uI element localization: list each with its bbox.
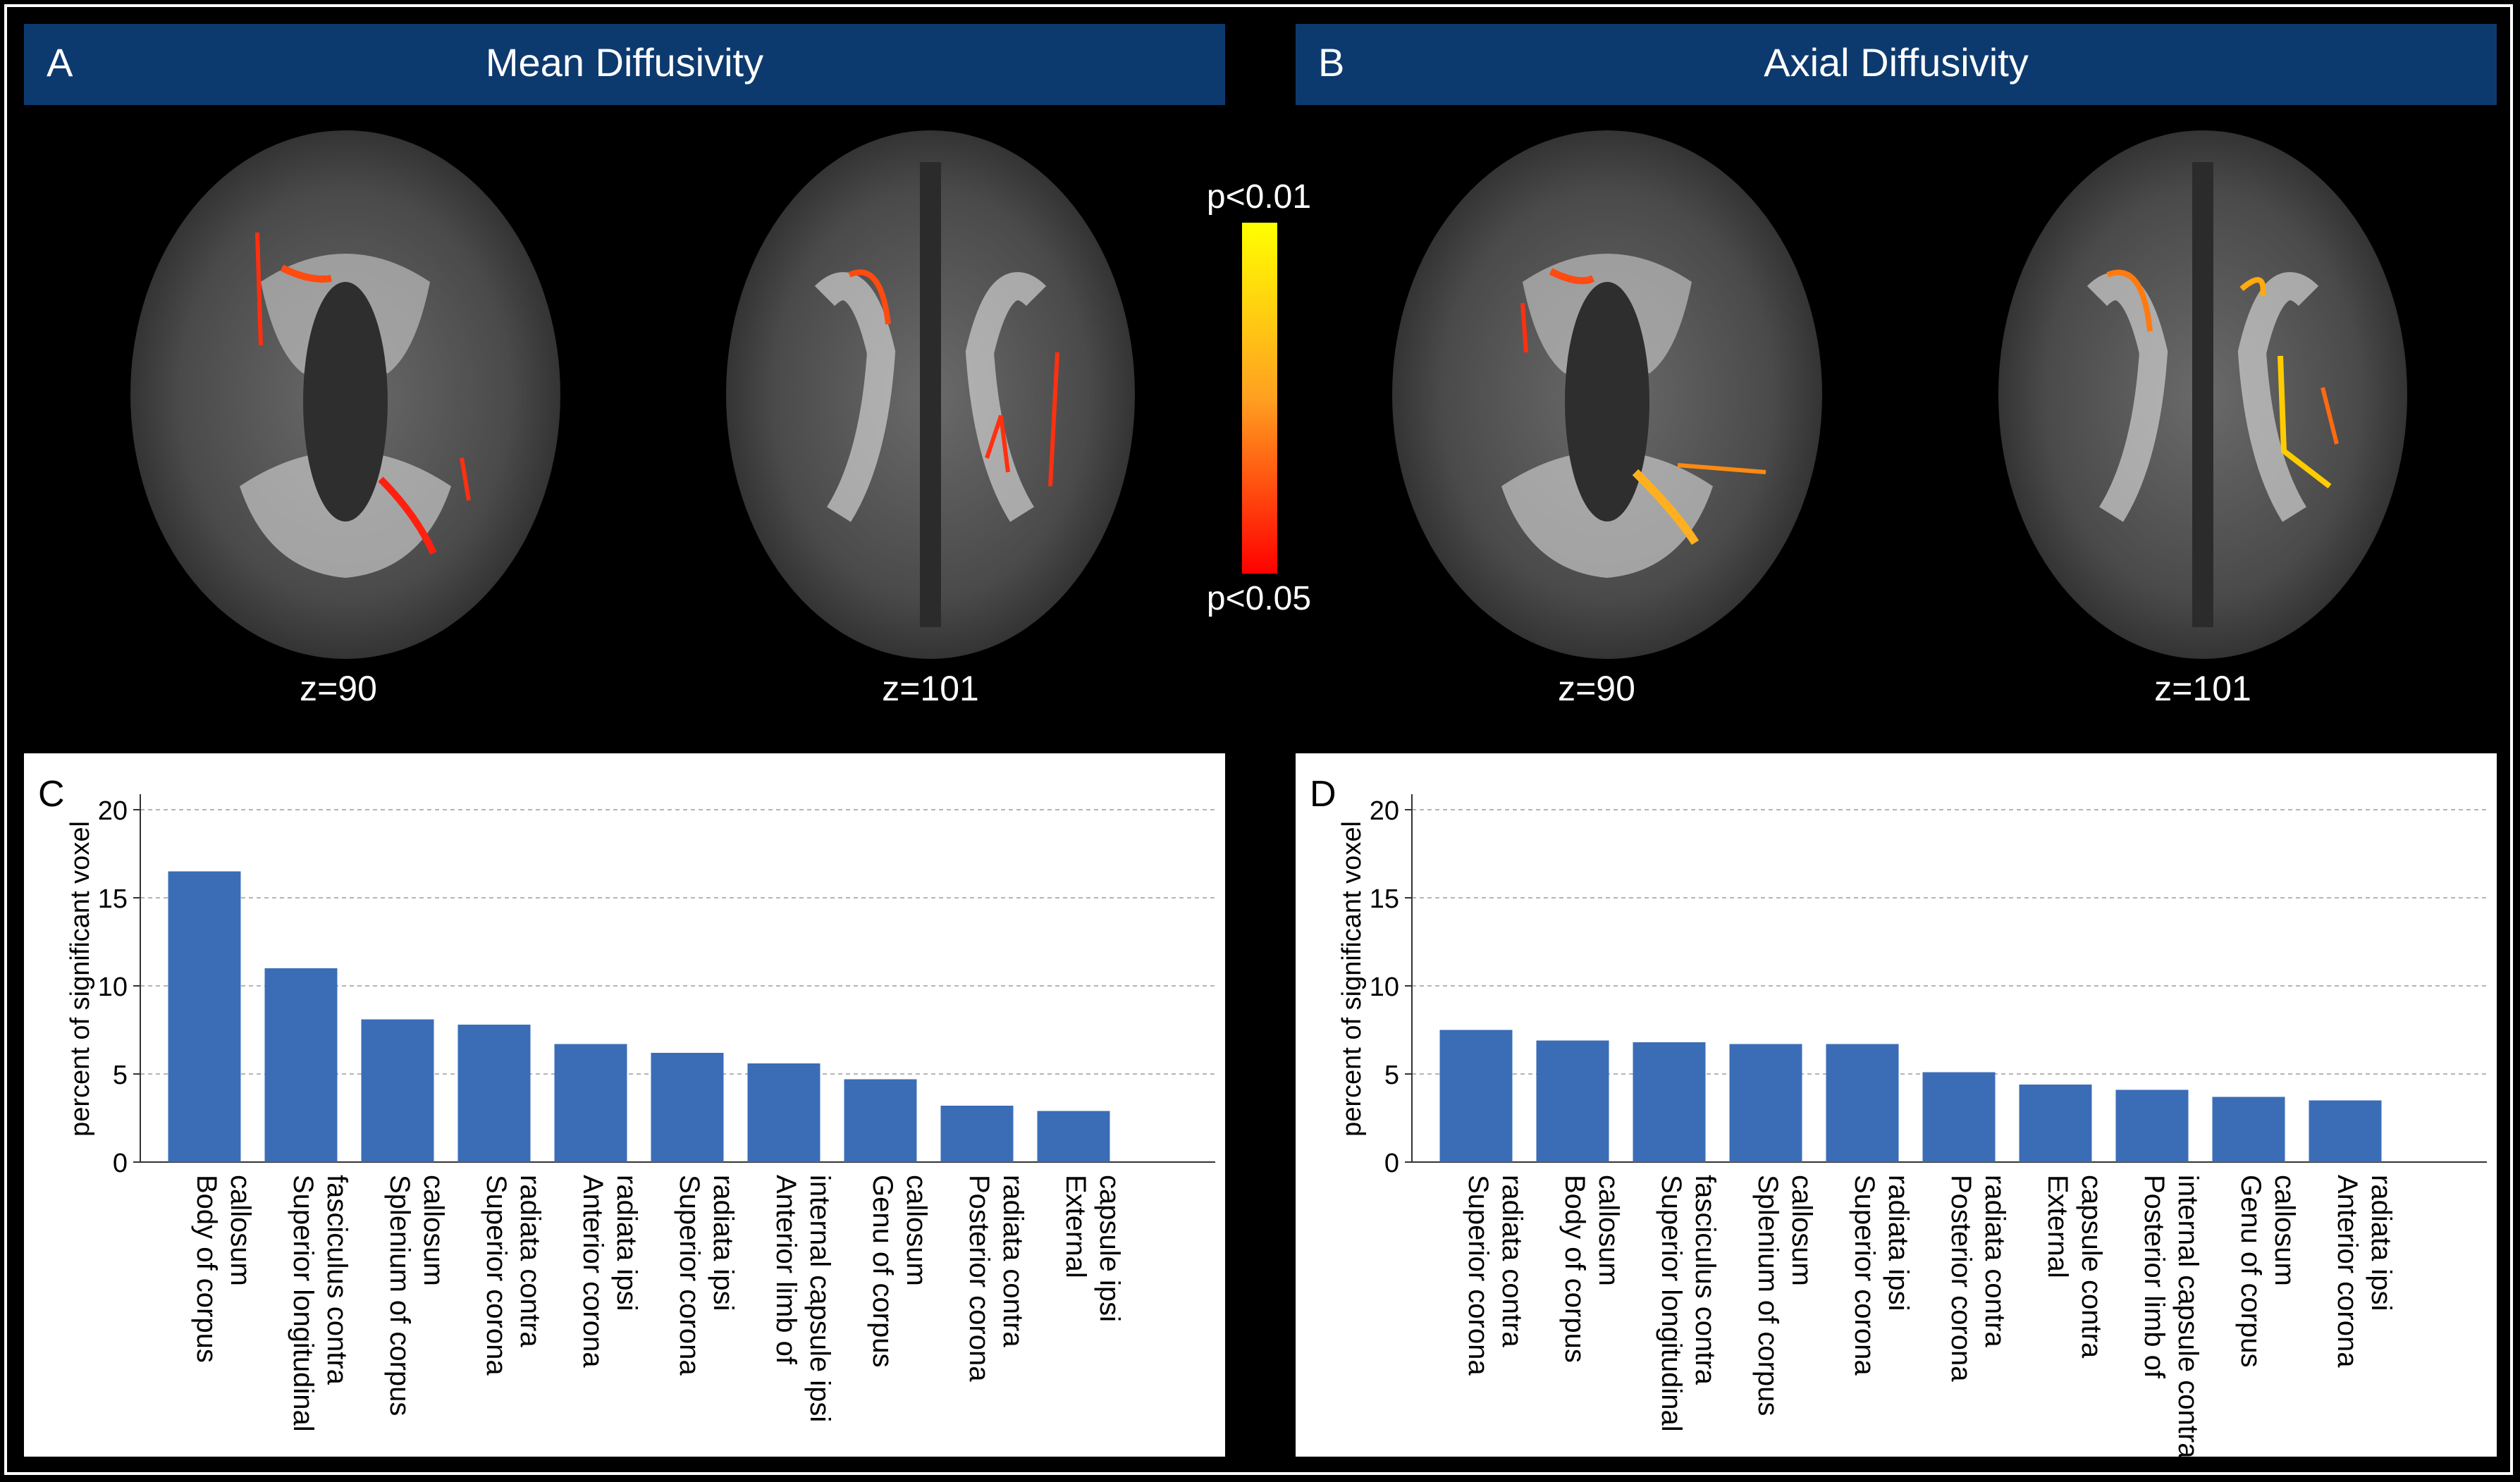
bar <box>651 1053 724 1162</box>
x-tick-label: fasciculus contra <box>321 1175 352 1385</box>
colorbar-bottom-label: p<0.05 <box>1206 580 1312 617</box>
panel-a-header: A Mean Diffusivity <box>24 24 1225 105</box>
panel-b-title: Axial Diffusivity <box>1764 40 2029 85</box>
bar <box>361 1019 434 1162</box>
x-tick-label: Splenium of corpus <box>1752 1175 1783 1416</box>
bar <box>2309 1100 2382 1162</box>
x-tick-label: radiata contra <box>515 1175 546 1347</box>
x-tick-label: radiata ipsi <box>2366 1175 2397 1311</box>
x-tick-label: Superior corona <box>1849 1175 1880 1376</box>
y-tick-label: 10 <box>1370 972 1399 1002</box>
x-tick-label: Superior corona <box>481 1175 512 1376</box>
bar <box>1826 1044 1899 1162</box>
x-tick-label: capsule contra <box>2076 1175 2107 1359</box>
x-tick-label: Anterior corona <box>2332 1175 2363 1368</box>
bar <box>264 968 338 1162</box>
panel-b-letter: B <box>1318 40 1345 85</box>
brain-slice-a-z90 <box>130 130 560 659</box>
panel-d: D 0 5 10 15 20 percent of significant voxel Su… <box>1296 753 2497 1459</box>
x-tick-label: radiata contra <box>1496 1175 1528 1347</box>
x-tick-label: Posterior corona <box>964 1175 995 1382</box>
x-tick-label: fasciculus contra <box>1690 1175 1721 1385</box>
bar <box>2019 1085 2092 1162</box>
figure-frame <box>4 4 2513 1475</box>
bar <box>2115 1089 2189 1162</box>
x-tick-label: radiata contra <box>997 1175 1028 1347</box>
x-tick-label: External <box>2042 1175 2073 1278</box>
slice-label-b-z90: z=90 <box>1558 669 1635 708</box>
brain-slice-b-z101 <box>1998 130 2407 659</box>
x-tick-label: Anterior limb of <box>770 1175 801 1365</box>
x-tick-label: callosum <box>901 1175 932 1286</box>
panel-a-letter: A <box>47 40 73 85</box>
bar <box>747 1063 820 1162</box>
panel-a-title: Mean Diffusivity <box>485 40 764 85</box>
y-tick-label: 5 <box>113 1061 128 1090</box>
slice-label-a-z101: z=101 <box>882 669 979 708</box>
bar <box>1536 1040 1609 1162</box>
x-tick-label: internal capsule contra <box>2172 1175 2204 1457</box>
bar <box>2212 1097 2285 1162</box>
y-tick-label: 0 <box>1384 1149 1399 1178</box>
bar <box>554 1044 627 1162</box>
y-tick-label: 10 <box>98 972 128 1002</box>
x-tick-label: Genu of corpus <box>2235 1175 2266 1368</box>
x-tick-label: internal capsule ipsi <box>804 1175 835 1422</box>
x-tick-label: Superior longitudinal <box>288 1175 319 1432</box>
x-tick-label: Body of corpus <box>191 1175 222 1363</box>
x-tick-label: callosum <box>1593 1175 1624 1286</box>
bar <box>940 1106 1014 1162</box>
bar <box>1439 1030 1513 1162</box>
x-tick-label: radiata contra <box>1979 1175 2010 1347</box>
y-axis-label: percent of significant voxel <box>1337 821 1367 1137</box>
bar <box>457 1025 531 1162</box>
bar <box>1633 1042 1706 1162</box>
bar <box>168 871 241 1162</box>
colorbar-top-label: p<0.01 <box>1206 178 1312 216</box>
x-tick-label: callosum <box>1786 1175 1817 1286</box>
x-tick-label: Splenium of corpus <box>384 1175 415 1416</box>
x-tick-label: callosum <box>2269 1175 2300 1286</box>
x-tick-label: radiata ipsi <box>1883 1175 1914 1311</box>
y-tick-label: 20 <box>1370 796 1399 826</box>
slice-label-b-z101: z=101 <box>2154 669 2251 708</box>
slice-label-a-z90: z=90 <box>300 669 377 708</box>
x-tick-label: radiata ipsi <box>708 1175 739 1311</box>
panel-d-letter: D <box>1310 774 1336 815</box>
x-tick-label: Posterior corona <box>1946 1175 1977 1382</box>
colorbar <box>1242 223 1277 574</box>
panel-c-letter: C <box>38 774 65 815</box>
x-tick-label: Genu of corpus <box>867 1175 898 1368</box>
bar <box>844 1079 917 1162</box>
x-tick-label: Superior corona <box>674 1175 705 1376</box>
x-tick-label: Posterior limb of <box>2139 1175 2170 1379</box>
y-tick-label: 15 <box>98 884 128 914</box>
x-tick-label: Anterior corona <box>577 1175 608 1368</box>
panel-b-header: B Axial Diffusivity <box>1296 24 2497 105</box>
y-tick-label: 0 <box>113 1149 128 1178</box>
x-tick-label: Superior corona <box>1463 1175 1494 1376</box>
x-tick-label: Superior longitudinal <box>1656 1175 1687 1432</box>
y-axis-label: percent of significant voxel <box>66 821 95 1137</box>
x-tick-label: External <box>1060 1175 1091 1278</box>
x-tick-label: callosum <box>225 1175 256 1286</box>
x-tick-label: callosum <box>418 1175 449 1286</box>
bar <box>1729 1044 1802 1162</box>
x-tick-label: Body of corpus <box>1559 1175 1590 1363</box>
y-tick-label: 15 <box>1370 884 1399 914</box>
brain-slice-a-z101 <box>726 130 1135 659</box>
y-tick-label: 20 <box>98 796 128 826</box>
x-tick-label: radiata ipsi <box>611 1175 642 1311</box>
x-tick-label: capsule ipsi <box>1094 1175 1125 1322</box>
bar <box>1037 1111 1110 1162</box>
y-tick-label: 5 <box>1384 1061 1399 1090</box>
bar <box>1922 1072 1996 1162</box>
panel-c: C 0 5 10 15 20 percent of significant voxel Bo… <box>24 753 1225 1457</box>
brain-slice-b-z90 <box>1392 130 1822 659</box>
